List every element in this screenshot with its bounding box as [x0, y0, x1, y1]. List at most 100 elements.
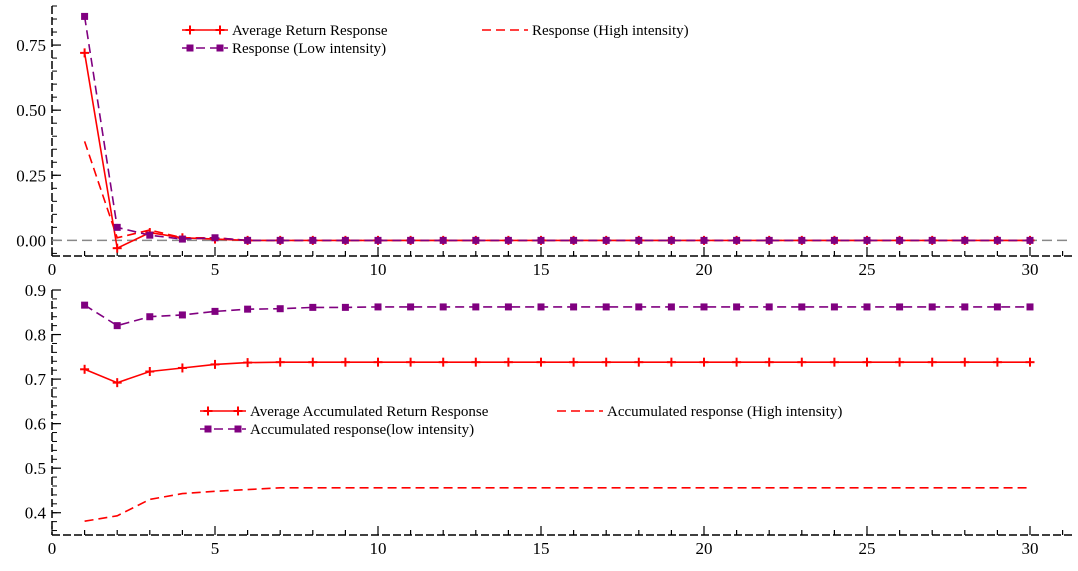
- data-point: [243, 358, 253, 368]
- data-point: [961, 303, 969, 311]
- series-line-3: [83, 16, 1030, 242]
- legend-label: Average Accumulated Return Response: [250, 404, 489, 420]
- data-point: [504, 236, 512, 244]
- data-point: [504, 303, 512, 311]
- data-point: [439, 236, 447, 244]
- legend-marker: [185, 25, 195, 35]
- data-point: [81, 12, 89, 20]
- legend-marker: [234, 425, 242, 433]
- data-point: [537, 303, 545, 311]
- data-point: [309, 303, 317, 311]
- data-point: [993, 303, 1001, 311]
- legend-label: Response (High intensity): [532, 23, 689, 39]
- data-point: [439, 303, 447, 311]
- data-point: [927, 357, 937, 367]
- legend-marker: [233, 406, 243, 416]
- data-point: [570, 236, 578, 244]
- data-point: [112, 378, 122, 388]
- x-tick-label: 20: [696, 539, 713, 558]
- data-point: [862, 357, 872, 367]
- legend-label: Accumulated response (High intensity): [607, 404, 842, 420]
- data-point: [798, 303, 806, 311]
- data-point: [145, 367, 155, 377]
- data-point: [340, 357, 350, 367]
- data-point: [471, 357, 481, 367]
- data-point: [830, 303, 838, 311]
- data-point: [406, 357, 416, 367]
- data-point: [146, 313, 154, 321]
- data-point: [961, 236, 969, 244]
- data-point: [765, 303, 773, 311]
- data-point: [211, 234, 219, 242]
- data-point: [210, 359, 220, 369]
- y-tick-label: 0.25: [16, 166, 46, 185]
- data-point: [407, 303, 415, 311]
- legend: Average Accumulated Return Response Accum…: [200, 404, 842, 438]
- data-point: [667, 236, 675, 244]
- data-point: [178, 235, 186, 243]
- data-point: [146, 231, 154, 239]
- data-point: [733, 236, 741, 244]
- x-tick-label: 10: [370, 539, 387, 558]
- legend-marker: [186, 44, 194, 52]
- data-point: [308, 357, 318, 367]
- y-tick-label: 0.5: [25, 459, 46, 478]
- data-point: [863, 236, 871, 244]
- x-tick-label: 30: [1022, 539, 1039, 558]
- series-line-2: [84, 486, 1030, 522]
- data-point: [635, 303, 643, 311]
- data-point: [438, 357, 448, 367]
- y-tick-label: 0.8: [25, 326, 46, 345]
- data-point: [896, 303, 904, 311]
- y-tick-label: 0.6: [25, 415, 46, 434]
- data-point: [80, 364, 90, 374]
- data-point: [863, 303, 871, 311]
- data-point: [699, 357, 709, 367]
- series-line-1: [84, 361, 1030, 384]
- y-tick-label: 0.4: [25, 504, 47, 523]
- y-tick-label: 0.50: [16, 101, 46, 120]
- data-point: [276, 236, 284, 244]
- data-point: [635, 236, 643, 244]
- data-point: [602, 303, 610, 311]
- x-tick-label: 15: [533, 539, 550, 558]
- series-line-3: [84, 304, 1030, 327]
- data-point: [276, 305, 284, 313]
- data-point: [373, 357, 383, 367]
- y-tick-label: 0.75: [16, 36, 46, 55]
- data-point: [178, 311, 186, 319]
- legend-item: Average Return Response: [182, 23, 388, 39]
- data-point: [895, 357, 905, 367]
- x-tick-label: 30: [1022, 260, 1039, 279]
- x-tick-label: 5: [211, 260, 220, 279]
- data-point: [601, 357, 611, 367]
- x-tick-label: 0: [48, 260, 57, 279]
- data-point: [537, 236, 545, 244]
- legend-item: Average Accumulated Return Response: [200, 404, 489, 420]
- legend-label: Accumulated response(low intensity): [250, 422, 474, 438]
- data-point: [407, 236, 415, 244]
- legend-item: Accumulated response(low intensity): [200, 422, 474, 438]
- data-point: [309, 236, 317, 244]
- data-point: [503, 357, 513, 367]
- data-point: [993, 236, 1001, 244]
- data-point: [113, 223, 121, 231]
- data-point: [244, 305, 252, 313]
- series-line-1: [83, 52, 1030, 250]
- data-point: [700, 303, 708, 311]
- x-tick-label: 20: [696, 260, 713, 279]
- data-point: [1026, 236, 1034, 244]
- legend-item: Accumulated response (High intensity): [557, 404, 842, 420]
- legend-marker: [204, 425, 212, 433]
- data-point: [244, 236, 252, 244]
- data-point: [732, 357, 742, 367]
- data-point: [798, 236, 806, 244]
- data-point: [275, 357, 285, 367]
- x-tick-label: 25: [859, 260, 876, 279]
- data-point: [80, 48, 90, 58]
- data-point: [113, 322, 121, 330]
- data-point: [374, 236, 382, 244]
- data-point: [634, 357, 644, 367]
